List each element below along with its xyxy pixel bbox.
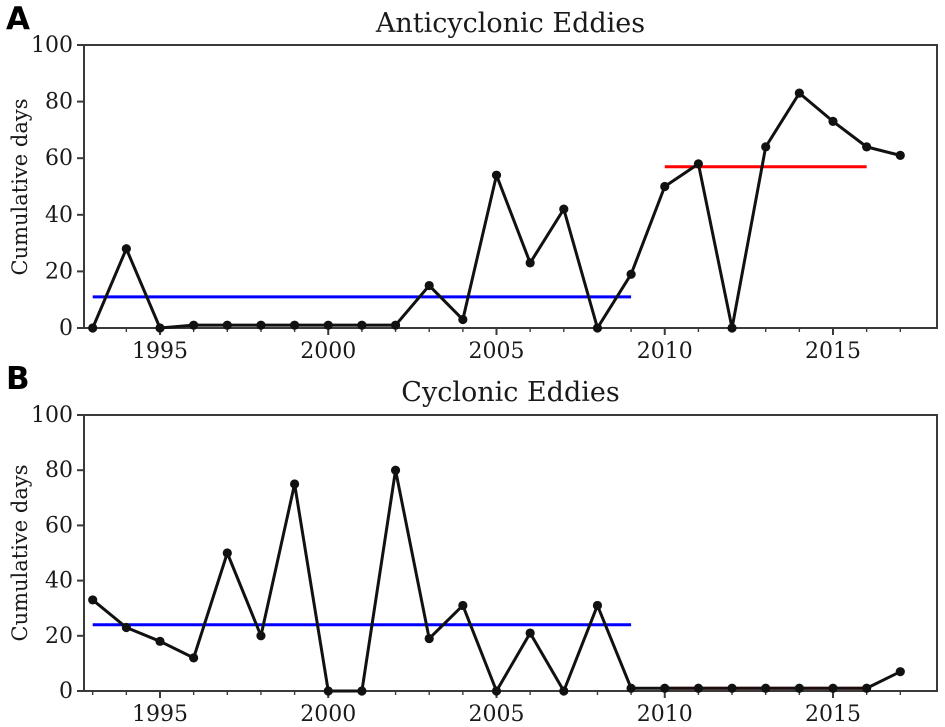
data-point bbox=[794, 88, 804, 98]
data-point bbox=[626, 269, 636, 279]
data-point bbox=[121, 622, 131, 633]
panel-b-label: B bbox=[6, 361, 30, 397]
plot-box bbox=[83, 44, 938, 329]
data-point bbox=[862, 683, 872, 693]
panel-a-label: A bbox=[6, 1, 30, 37]
y-tick-label: 60 bbox=[45, 513, 73, 538]
data-point bbox=[88, 323, 98, 333]
y-tick-label: 100 bbox=[31, 403, 73, 428]
data-point bbox=[626, 683, 636, 693]
data-point bbox=[660, 181, 670, 192]
data-point bbox=[155, 323, 165, 333]
x-tick-label: 2000 bbox=[300, 702, 356, 727]
data-point bbox=[357, 686, 367, 696]
x-tick-label: 2005 bbox=[469, 702, 525, 727]
y-tick-label: 80 bbox=[45, 458, 73, 483]
data-point bbox=[895, 667, 905, 677]
data-point bbox=[559, 204, 569, 214]
data-point bbox=[155, 636, 165, 646]
data-point bbox=[693, 159, 704, 169]
y-tick-label: 20 bbox=[45, 624, 73, 649]
data-point bbox=[862, 142, 872, 152]
data-line bbox=[91, 468, 902, 693]
x-tick-label: 2010 bbox=[637, 702, 693, 727]
data-point bbox=[290, 320, 300, 330]
data-point bbox=[458, 600, 468, 611]
data-point bbox=[727, 323, 737, 333]
data-point bbox=[727, 683, 737, 693]
data-point bbox=[693, 683, 704, 693]
y-tick-label: 40 bbox=[45, 569, 73, 594]
plot-box bbox=[83, 414, 938, 692]
data-point bbox=[357, 320, 367, 330]
data-point bbox=[761, 683, 771, 693]
x-tick-label: 2015 bbox=[805, 702, 861, 727]
data-point bbox=[761, 142, 771, 152]
panel-b-plot: 0 20 40 60 80 100 1995 2000 2005 2010 2015 bbox=[31, 403, 938, 727]
y-tick-label: 20 bbox=[45, 259, 73, 284]
panel-b-title: Cyclonic Eddies bbox=[401, 377, 620, 408]
data-point bbox=[256, 631, 266, 641]
data-point bbox=[828, 116, 838, 127]
y-tick-label: 0 bbox=[59, 679, 73, 704]
y-tick-label: 100 bbox=[31, 33, 73, 58]
data-point bbox=[592, 323, 603, 333]
data-point bbox=[491, 170, 502, 180]
data-point bbox=[222, 320, 232, 330]
data-point bbox=[290, 479, 300, 489]
x-tick-label: 1995 bbox=[132, 702, 188, 727]
data-point bbox=[390, 320, 401, 330]
data-line bbox=[91, 91, 902, 330]
data-point bbox=[424, 633, 434, 644]
data-point bbox=[121, 244, 131, 254]
data-point bbox=[222, 548, 232, 558]
data-point bbox=[323, 686, 333, 696]
data-point bbox=[458, 314, 468, 325]
x-tick-label: 2005 bbox=[469, 339, 525, 363]
x-tick-label: 2010 bbox=[637, 339, 693, 363]
x-tick-label: 1995 bbox=[132, 339, 188, 363]
x-tick-label: 2000 bbox=[300, 339, 356, 363]
data-point bbox=[88, 595, 98, 605]
data-point bbox=[660, 683, 670, 693]
y-tick-label: 40 bbox=[45, 203, 73, 228]
panel-cyclonic: B Cyclonic Eddies Cumulative days 0 20 40 6… bbox=[0, 363, 945, 727]
panel-a-title: Anticyclonic Eddies bbox=[375, 8, 646, 39]
y-tick-label: 60 bbox=[45, 146, 73, 171]
data-point bbox=[189, 320, 199, 330]
data-point bbox=[525, 628, 535, 638]
data-point bbox=[592, 600, 603, 611]
data-point bbox=[424, 280, 434, 291]
data-point bbox=[256, 320, 266, 330]
data-point bbox=[189, 653, 199, 663]
data-point bbox=[559, 686, 569, 696]
data-point bbox=[390, 465, 401, 475]
y-tick-label: 80 bbox=[45, 90, 73, 115]
data-point bbox=[491, 686, 502, 696]
x-tick-label: 2015 bbox=[805, 339, 861, 363]
data-point bbox=[828, 683, 838, 693]
data-point bbox=[323, 320, 333, 330]
y-tick-label: 0 bbox=[59, 316, 73, 341]
data-point bbox=[794, 683, 804, 693]
data-point bbox=[525, 258, 535, 268]
data-point bbox=[895, 150, 905, 160]
panel-a-plot: 0 20 40 60 80 100 1995 2000 2005 2010 2015 bbox=[31, 33, 938, 363]
